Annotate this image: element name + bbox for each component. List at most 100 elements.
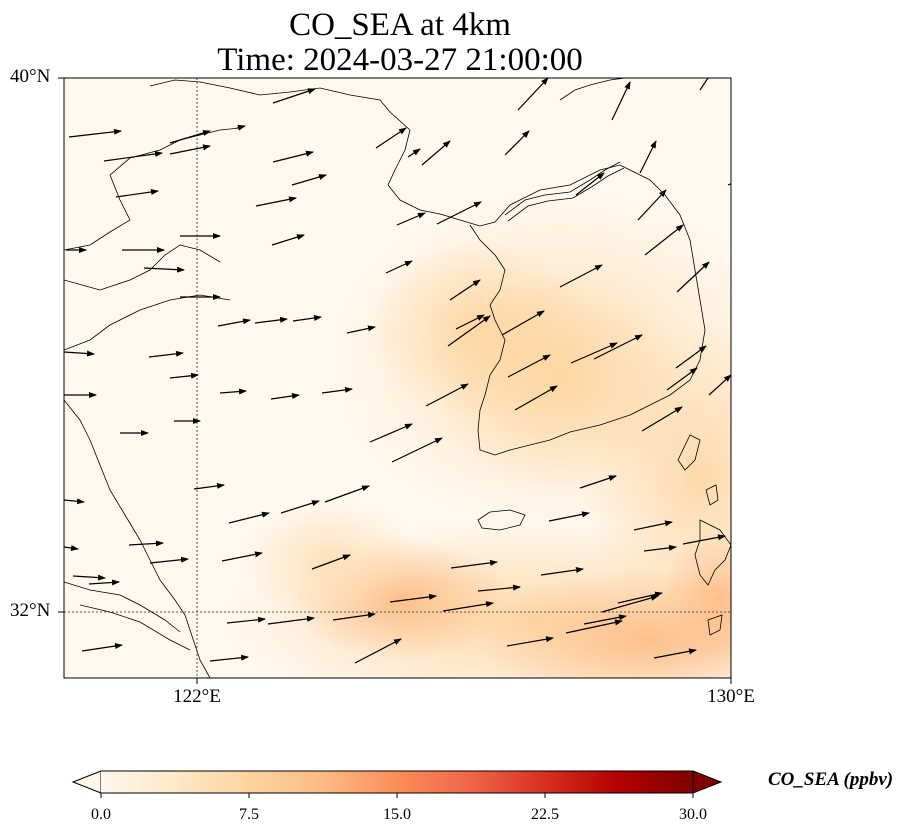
wind-arrow bbox=[637, 189, 667, 221]
title-variable: CO_SEA at 4km bbox=[289, 7, 511, 43]
wind-arrow bbox=[633, 520, 673, 531]
title-time: Time: 2024-03-27 21:00:00 bbox=[217, 42, 583, 78]
wind-arrow bbox=[148, 350, 184, 358]
wind-arrow bbox=[369, 423, 413, 443]
wind-arrow bbox=[88, 579, 120, 586]
wind-arrow bbox=[354, 638, 402, 664]
wind-arrow bbox=[421, 140, 451, 166]
wind-arrow bbox=[644, 224, 684, 256]
wind-arrow bbox=[507, 354, 551, 378]
wind-arrow bbox=[385, 260, 413, 274]
wind-arrow bbox=[727, 180, 731, 187]
wind-arrow bbox=[391, 437, 443, 463]
wind-arrow bbox=[149, 556, 189, 564]
wind-arrow bbox=[115, 189, 159, 198]
colorbar-extend-high bbox=[692, 770, 723, 794]
colorbar-tick-label: 30.0 bbox=[679, 806, 707, 823]
colorbar-tick-label: 22.5 bbox=[531, 806, 559, 823]
wind-arrow bbox=[267, 615, 315, 625]
coastlines bbox=[64, 78, 731, 678]
wind-arrow bbox=[579, 475, 617, 489]
wind-arrow bbox=[396, 212, 426, 226]
wind-arrow bbox=[643, 544, 677, 552]
wind-arrow bbox=[103, 150, 163, 162]
wind-arrow bbox=[254, 316, 288, 324]
wind-arrow bbox=[442, 601, 494, 612]
wind-arrow bbox=[653, 648, 697, 659]
wind-arrow bbox=[64, 545, 79, 551]
colorbar bbox=[71, 770, 723, 798]
wind-arrow bbox=[583, 614, 627, 625]
wind-arrow bbox=[682, 534, 726, 545]
wind-arrow bbox=[236, 124, 246, 131]
colorbar-tick-label: 15.0 bbox=[383, 806, 411, 823]
lon-label-122e: 122°E bbox=[173, 686, 221, 707]
wind-arrow bbox=[540, 567, 584, 576]
wind-arrow bbox=[72, 574, 106, 581]
wind-arrow bbox=[169, 372, 199, 379]
wind-arrow bbox=[565, 619, 623, 634]
wind-arrow bbox=[699, 78, 709, 91]
wind-arrow bbox=[271, 234, 305, 246]
map-frame bbox=[63, 77, 732, 679]
wind-arrow bbox=[311, 554, 351, 570]
wind-arrow bbox=[375, 127, 407, 149]
wind-arrow bbox=[501, 310, 545, 336]
colorbar-tick-label: 7.5 bbox=[239, 806, 259, 823]
wind-arrow bbox=[639, 140, 657, 174]
wind-arrow bbox=[209, 654, 249, 662]
wind-arrow bbox=[447, 315, 491, 347]
wind-arrow bbox=[517, 78, 549, 111]
wind-arrow bbox=[280, 500, 320, 514]
wind-arrow bbox=[255, 196, 297, 207]
wind-arrow bbox=[617, 591, 663, 604]
colorbar-extend-low bbox=[71, 770, 102, 794]
wind-arrow bbox=[292, 315, 322, 322]
wind-vectors bbox=[64, 78, 731, 664]
wind-arrow bbox=[666, 367, 698, 391]
wind-arrow bbox=[221, 551, 263, 562]
wind-arrow bbox=[425, 383, 469, 407]
wind-arrow bbox=[450, 559, 498, 569]
wind-arrow bbox=[291, 174, 327, 186]
colorbar-label: CO_SEA (ppbv) bbox=[768, 769, 894, 790]
wind-arrow bbox=[506, 636, 554, 647]
wind-arrow bbox=[128, 540, 164, 547]
wind-arrow bbox=[477, 584, 521, 592]
wind-arrow bbox=[449, 279, 481, 301]
wind-arrow bbox=[514, 385, 558, 411]
wind-arrow bbox=[593, 334, 643, 360]
wind-arrow bbox=[272, 150, 314, 163]
wind-arrow bbox=[228, 511, 270, 524]
wind-arrow bbox=[676, 261, 710, 293]
wind-arrow bbox=[611, 81, 631, 121]
wind-arrow bbox=[601, 595, 659, 613]
wind-arrow bbox=[270, 393, 300, 400]
wind-arrow bbox=[64, 350, 95, 357]
colorbar-tick-label: 0.0 bbox=[91, 806, 111, 823]
wind-arrow bbox=[575, 172, 605, 196]
wind-arrow bbox=[169, 144, 211, 155]
wind-arrow bbox=[169, 130, 211, 144]
lon-label-130e: 130°E bbox=[707, 686, 755, 707]
wind-arrow bbox=[332, 612, 376, 621]
wind-arrow bbox=[217, 318, 251, 327]
wind-arrow bbox=[193, 482, 225, 490]
wind-arrow bbox=[68, 128, 122, 138]
wind-arrow bbox=[548, 511, 590, 522]
wind-arrow bbox=[219, 388, 247, 395]
wind-arrow bbox=[504, 130, 530, 156]
lat-label-40n: 40°N bbox=[10, 66, 51, 87]
wind-arrow bbox=[346, 325, 376, 334]
wind-arrow bbox=[81, 643, 123, 652]
axis-ticks bbox=[58, 77, 732, 684]
wind-arrow bbox=[64, 498, 85, 505]
wind-arrow bbox=[641, 406, 683, 432]
wind-arrow bbox=[389, 593, 437, 603]
wind-arrow bbox=[321, 386, 353, 394]
wind-arrow bbox=[708, 374, 731, 396]
wind-arrow bbox=[143, 266, 185, 273]
colorbar-gradient bbox=[101, 771, 693, 793]
wind-arrow bbox=[570, 342, 618, 364]
